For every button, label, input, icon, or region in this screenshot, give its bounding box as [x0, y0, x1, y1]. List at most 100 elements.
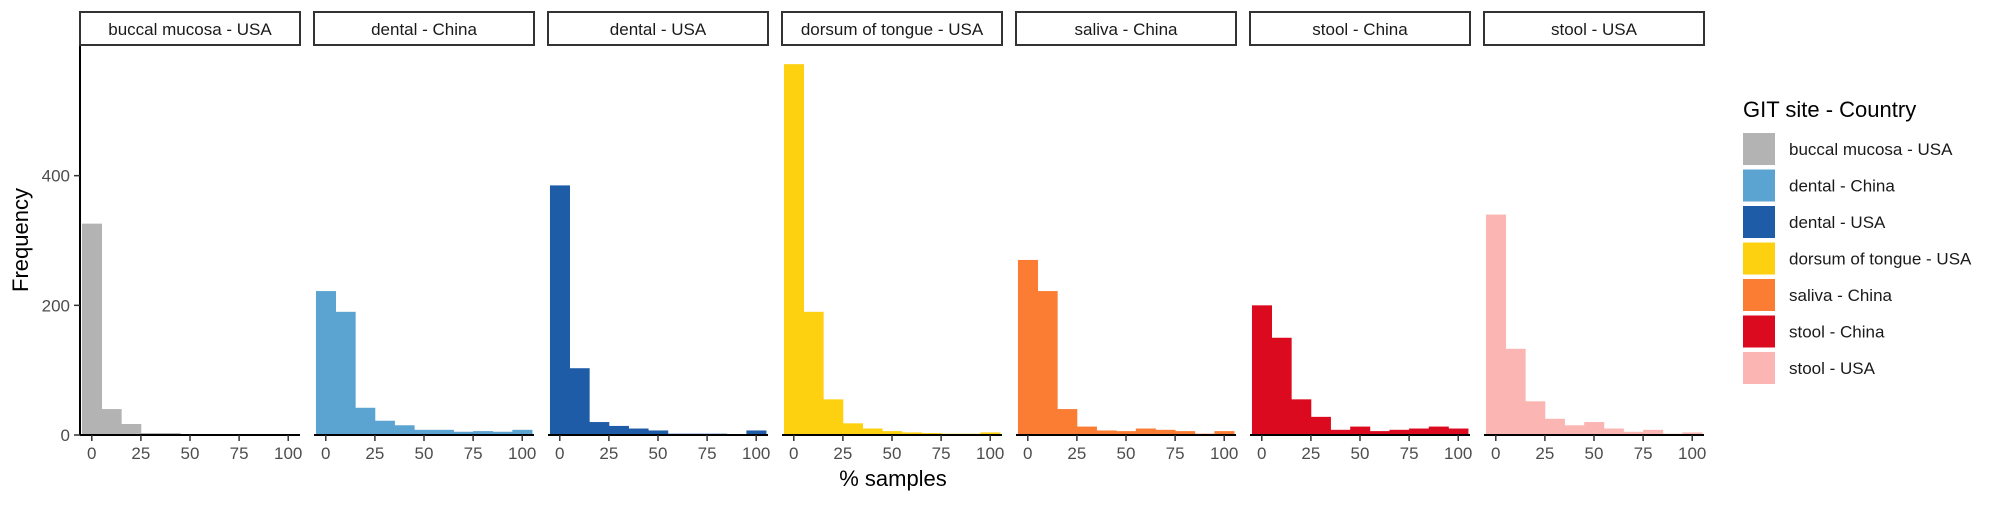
- histogram-bar: [374, 420, 395, 435]
- strip-label: saliva - China: [1075, 20, 1179, 39]
- strip-label: stool - China: [1312, 20, 1408, 39]
- x-tick-label: 75: [932, 444, 951, 463]
- histogram-bar: [81, 223, 103, 435]
- legend-item: buccal mucosa - USA: [1743, 133, 1953, 165]
- panel: dental - China 0 25 50 75 100: [313, 11, 536, 463]
- x-tick-label: 25: [1067, 444, 1086, 463]
- x-tick-label: 0: [1491, 444, 1500, 463]
- strip-box: [1483, 11, 1705, 46]
- histogram-bar: [1017, 259, 1039, 435]
- histogram-bar: [1369, 431, 1390, 435]
- y-tick-label: 200: [42, 296, 70, 315]
- histogram-bar: [549, 185, 571, 435]
- histogram-bar: [1564, 425, 1585, 435]
- legend-swatch: [1743, 352, 1775, 384]
- strip-box: [547, 11, 769, 46]
- histogram-bar: [746, 430, 767, 435]
- legend-item: stool - USA: [1743, 352, 1876, 384]
- histogram-bar: [453, 431, 474, 435]
- histogram-bar: [433, 429, 454, 435]
- histogram-bar: [569, 368, 590, 435]
- histogram-bar: [1485, 214, 1507, 435]
- x-tick-label: 0: [555, 444, 564, 463]
- legend-label: saliva - China: [1789, 286, 1893, 305]
- histogram-bar: [1448, 428, 1469, 435]
- histogram-bar: [101, 409, 122, 435]
- x-tick-label: 100: [1210, 444, 1238, 463]
- legend-swatch: [1743, 133, 1775, 165]
- strip-label: buccal mucosa - USA: [108, 20, 272, 39]
- x-tick-label: 100: [274, 444, 302, 463]
- histogram-bar: [901, 432, 922, 435]
- histogram-bar: [1505, 348, 1526, 435]
- legend-label: dental - China: [1789, 177, 1895, 196]
- legend-label: stool - USA: [1789, 359, 1876, 378]
- histogram-bar: [980, 432, 1001, 435]
- histogram-bar: [1525, 401, 1546, 435]
- histogram-bar: [1135, 428, 1156, 435]
- legend-item: dental - China: [1743, 169, 1895, 202]
- strip-label: stool - USA: [1551, 20, 1638, 39]
- histogram-bar: [1037, 291, 1058, 435]
- histogram-bar: [1623, 431, 1644, 435]
- histogram-bar: [1214, 431, 1235, 435]
- x-tick-label: 50: [415, 444, 434, 463]
- x-tick-label: 0: [87, 444, 96, 463]
- x-tick-label: 75: [1166, 444, 1185, 463]
- histogram-bar: [512, 429, 533, 435]
- strip-label: dental - USA: [610, 20, 707, 39]
- legend-items: buccal mucosa - USA dental - China dental …: [1743, 133, 1972, 384]
- histogram-bar: [1409, 428, 1430, 435]
- histogram-bar: [1271, 337, 1292, 435]
- y-tick-label: 400: [42, 167, 70, 186]
- histogram-bar: [783, 64, 805, 436]
- histogram-bar: [414, 429, 435, 435]
- strip-box: [781, 11, 1003, 46]
- x-tick-label: 0: [789, 444, 798, 463]
- histogram-bar: [1175, 431, 1196, 435]
- x-tick-label: 50: [1351, 444, 1370, 463]
- legend-item: stool - China: [1743, 315, 1885, 348]
- histogram-bar: [648, 430, 669, 435]
- histogram-bar: [1643, 429, 1664, 435]
- histogram-bar: [1603, 428, 1624, 435]
- legend-item: dental - USA: [1743, 206, 1886, 238]
- x-tick-label: 0: [1257, 444, 1266, 463]
- histogram-bar: [492, 431, 513, 435]
- x-tick-label: 50: [649, 444, 668, 463]
- strip-box: [1015, 11, 1237, 46]
- x-tick-label: 25: [1301, 444, 1320, 463]
- strip-box: [79, 11, 301, 46]
- strip-label: dental - China: [371, 20, 477, 39]
- legend-swatch: [1743, 315, 1775, 348]
- x-tick-label: 75: [230, 444, 249, 463]
- legend-item: saliva - China: [1743, 279, 1893, 311]
- legend-swatch: [1743, 206, 1775, 238]
- x-tick-label: 100: [1678, 444, 1706, 463]
- histogram-bar: [1389, 429, 1410, 435]
- histogram-bar: [1291, 399, 1312, 435]
- histogram-bar: [1057, 409, 1078, 435]
- panel: dorsum of tongue - USA 0 25 50 75 100: [781, 11, 1004, 463]
- y-tick-label: 0: [61, 426, 70, 445]
- x-tick-label: 25: [833, 444, 852, 463]
- histogram-bar: [589, 422, 610, 435]
- histogram-bar: [882, 431, 903, 435]
- legend-swatch: [1743, 169, 1775, 202]
- x-tick-label: 50: [883, 444, 902, 463]
- histogram-bar: [1116, 431, 1137, 435]
- strip-label: dorsum of tongue - USA: [801, 20, 984, 39]
- histogram-bar: [315, 291, 337, 435]
- x-axis-title: % samples: [839, 466, 947, 491]
- panel: dental - USA 0 25 50 75 100: [547, 11, 770, 463]
- x-tick-label: 25: [1535, 444, 1554, 463]
- x-tick-label: 0: [1023, 444, 1032, 463]
- histogram-bar: [1330, 429, 1351, 435]
- histogram-bar: [473, 431, 494, 435]
- legend-swatch: [1743, 242, 1775, 275]
- x-tick-label: 100: [1444, 444, 1472, 463]
- x-tick-label: 50: [1117, 444, 1136, 463]
- histogram-bar: [1544, 418, 1565, 435]
- x-tick-label: 75: [698, 444, 717, 463]
